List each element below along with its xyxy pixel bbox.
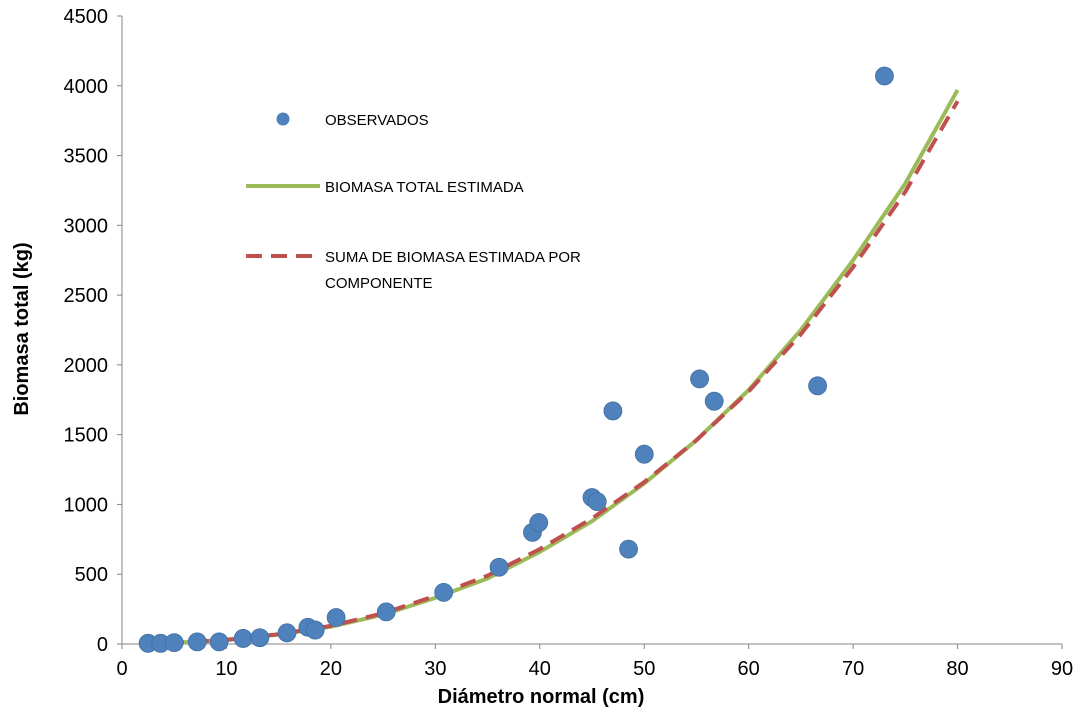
observed-point: [187, 632, 207, 652]
legend-label: BIOMASA TOTAL ESTIMADA: [325, 179, 524, 196]
x-axis-title: Diámetro normal (cm): [438, 686, 645, 708]
x-tick-label: 20: [320, 658, 342, 680]
x-tick-label: 80: [946, 658, 968, 680]
observed-point: [305, 620, 325, 640]
observed-point: [250, 628, 270, 648]
y-tick-label: 4000: [64, 76, 109, 98]
observed-point: [808, 376, 827, 396]
observed-point: [603, 401, 623, 421]
observed-point: [233, 629, 253, 648]
observed-point: [164, 633, 184, 653]
legend: OBSERVADOS BIOMASA TOTAL ESTIMADA SUMA DE …: [246, 112, 581, 292]
observed-point: [634, 444, 654, 464]
y-tick-labels: 0 500 1000 1500 2000 2500 3000 3500 4000 4500: [64, 6, 109, 656]
series-line-suma-componentes: [142, 100, 960, 646]
observed-point: [875, 66, 894, 86]
y-tick-label: 2000: [64, 355, 109, 377]
observed-point: [209, 632, 229, 652]
y-tick-label: 1500: [64, 425, 109, 447]
observed-point: [376, 602, 396, 622]
legend-label: SUMA DE BIOMASA ESTIMADA POR: [325, 249, 581, 266]
y-tick-label: 1000: [64, 494, 109, 516]
legend-label: COMPONENTE: [325, 275, 433, 292]
series-layer: [138, 66, 960, 653]
x-tick-label: 60: [738, 658, 760, 680]
x-tick-label: 0: [116, 658, 127, 680]
x-tick-label: 70: [842, 658, 864, 680]
series-line-biomasa-total: [142, 89, 960, 646]
observed-point: [619, 539, 638, 559]
x-tick-label: 30: [424, 658, 446, 680]
observed-point: [489, 557, 509, 577]
legend-marker-observados: [276, 112, 290, 126]
observed-point: [529, 513, 549, 532]
legend-label: OBSERVADOS: [325, 112, 429, 129]
observed-point: [704, 391, 724, 411]
observed-point: [326, 608, 346, 627]
observed-point: [587, 492, 607, 512]
x-tick-label: 90: [1051, 658, 1073, 680]
y-axis-title: Biomasa total (kg): [11, 242, 33, 415]
y-tick-label: 2500: [64, 285, 109, 307]
x-tick-label: 50: [633, 658, 655, 680]
observed-point: [277, 623, 297, 643]
axes-layer: [117, 15, 1063, 649]
y-tick-label: 3000: [64, 215, 109, 237]
y-tick-label: 4500: [64, 6, 109, 28]
x-tick-label: 10: [215, 658, 237, 680]
observed-point: [690, 369, 709, 389]
y-tick-label: 3500: [64, 146, 109, 168]
observed-point: [434, 582, 454, 602]
y-tick-label: 0: [97, 634, 108, 656]
x-tick-label: 40: [529, 658, 551, 680]
x-tick-labels: 0 10 20 30 40 50 60 70 80 90: [116, 658, 1073, 680]
y-tick-label: 500: [75, 564, 108, 586]
